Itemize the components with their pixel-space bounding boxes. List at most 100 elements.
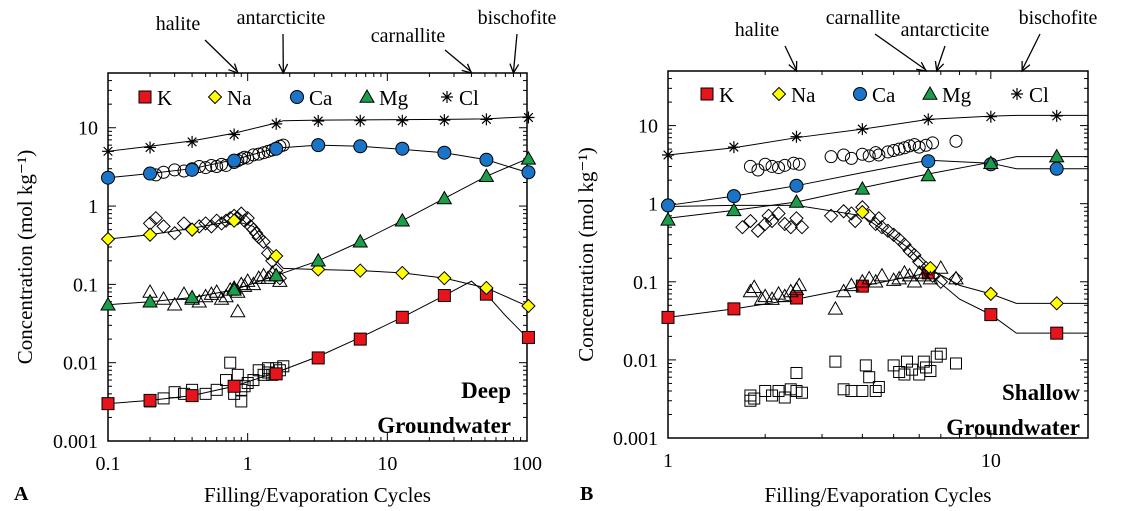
model-point-cl [922, 113, 935, 126]
legend-marker-mg [359, 88, 375, 103]
model-point-cl [438, 114, 451, 127]
panel-letter: B [580, 483, 593, 505]
model-point-mg [142, 293, 158, 308]
observed-point-k [829, 355, 842, 368]
series-group [660, 109, 1088, 407]
observed-point-mg [791, 277, 808, 292]
model-point-ca [1049, 161, 1064, 176]
observed-point-k [949, 357, 962, 370]
chart-panel-a: 0.1 1 10 100 0.001 0.01 0.1 1 10 Filling/Evaporat… [13, 7, 557, 507]
model-point-na [437, 270, 452, 286]
observed-point-na [789, 211, 804, 226]
legend-marker-cl [441, 91, 453, 103]
model-line-mg [667, 156, 1088, 219]
series-na [100, 206, 536, 314]
axis-ticks [107, 72, 527, 442]
model-line-ca [667, 159, 1088, 206]
model-point-na [226, 213, 242, 228]
observed-point-ca [215, 157, 229, 171]
plot-frame [667, 70, 1089, 439]
mineral-arrow-carnallite [874, 33, 927, 71]
observed-point-k [157, 392, 170, 405]
y-tick-label: 10 [78, 118, 98, 140]
observed-point-na [871, 211, 887, 226]
model-point-mg [788, 194, 805, 208]
observed-point-ca [772, 161, 786, 175]
observed-point-ca [926, 136, 940, 150]
panel-annotation-line1: Deep [461, 378, 511, 403]
observed-point-na [897, 237, 912, 252]
model-point-ca [479, 152, 494, 167]
model-point-ca [353, 139, 368, 154]
observed-point-k [934, 347, 947, 360]
mineral-label-antarcticite: antarcticite [901, 19, 990, 41]
model-point-k [311, 351, 325, 365]
observed-point-ca [792, 157, 806, 171]
model-point-k [1050, 326, 1064, 340]
y-tick-label: 0.01 [623, 350, 658, 372]
mineral-arrow-bischofite [1021, 33, 1041, 71]
observed-point-na [847, 213, 863, 229]
model-point-mg [1048, 148, 1065, 163]
legend: K Na Ca Mg Cl [700, 83, 1049, 107]
observed-point-ca [949, 134, 963, 148]
observed-point-ca [892, 142, 906, 156]
legend-label-na: Na [791, 83, 816, 107]
legend-label-mg: Mg [379, 86, 409, 110]
observed-point-na [240, 210, 255, 226]
y-tick-label: 1 [88, 196, 98, 218]
model-point-na [184, 222, 200, 237]
series-group [100, 111, 537, 411]
observed-point-na [948, 271, 964, 286]
observed-point-ca [919, 138, 933, 152]
model-point-ca [185, 162, 200, 177]
model-point-ca [101, 170, 115, 185]
observed-point-ca [862, 149, 876, 163]
observed-point-mg [770, 285, 787, 300]
model-point-ca [661, 198, 675, 213]
observed-point-ca [758, 157, 772, 171]
mineral-label-bischofite: bischofite [1019, 7, 1098, 29]
x-axis-title: Filling/Evaporation Cycles [765, 483, 992, 507]
observed-point-mg [208, 283, 225, 298]
y-tick-label: 1 [648, 194, 658, 216]
x-tick-label: 10 [377, 453, 397, 475]
panel-annotation-line2: Groundwater [377, 413, 511, 438]
model-point-cl [396, 114, 409, 127]
y-tick-label: 0.001 [53, 431, 98, 453]
model-point-ca [311, 138, 326, 153]
series-mg [660, 148, 1088, 315]
model-point-k [143, 393, 157, 407]
mineral-arrowhead-antarcticite [278, 63, 289, 75]
observed-point-na [167, 226, 182, 241]
observed-point-ca [246, 148, 260, 162]
mineral-label-halite: halite [735, 19, 780, 41]
observed-point-ca [844, 151, 858, 165]
observed-point-na [907, 247, 922, 263]
mineral-arrowhead-bischofite [1021, 60, 1031, 73]
mineral-arrowhead-carnallite [461, 63, 473, 74]
model-point-na [479, 280, 494, 296]
model-point-mg [310, 252, 327, 267]
observed-point-na [933, 274, 949, 290]
model-point-cl [522, 111, 535, 124]
observed-point-ca [765, 159, 779, 173]
observed-point-k [795, 386, 808, 399]
mineral-label-bischofite: bischofite [478, 7, 557, 29]
model-point-k [437, 289, 451, 303]
model-point-cl [1050, 109, 1063, 122]
observed-point-na [874, 219, 890, 235]
model-point-k [353, 332, 367, 346]
legend-marker-ca [290, 90, 304, 104]
model-line-cl [667, 114, 1088, 156]
legend-marker-na [207, 89, 223, 105]
model-point-cl [144, 141, 157, 154]
observed-point-na [880, 223, 896, 238]
model-point-mg [982, 155, 999, 169]
model-point-mg [854, 180, 871, 195]
observed-point-mg [764, 291, 780, 305]
legend-label-mg: Mg [942, 83, 972, 107]
observed-point-mg [250, 270, 267, 284]
observed-point-na [794, 219, 810, 235]
observed-point-na [248, 226, 264, 241]
